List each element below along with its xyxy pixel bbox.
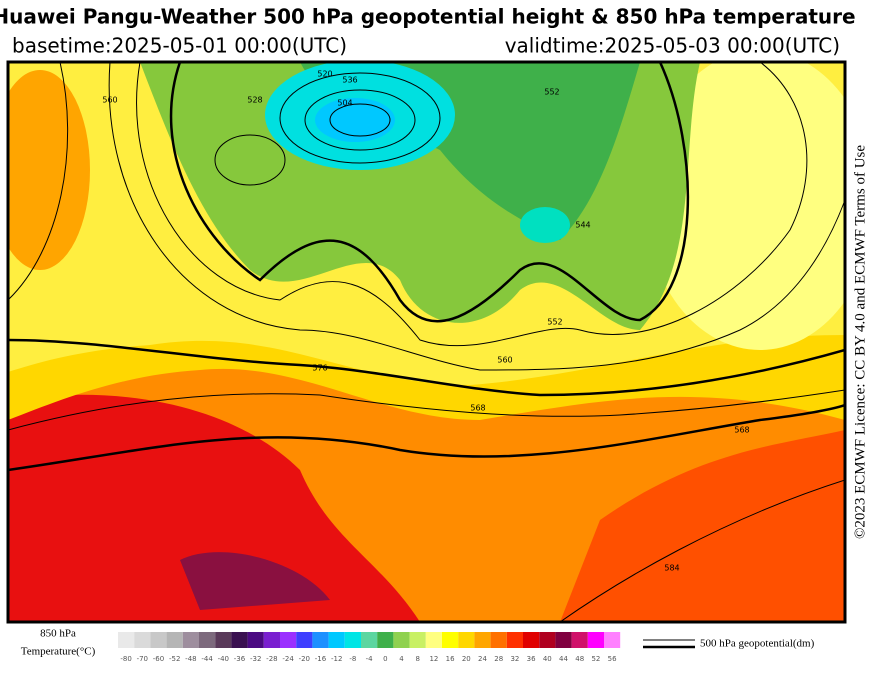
- colorbar-swatch: [134, 632, 151, 648]
- colorbar-label: 8: [415, 655, 419, 663]
- contour-label: 568: [470, 404, 485, 413]
- colorbar-label: 0: [383, 655, 387, 663]
- colorbar-label: -8: [349, 655, 356, 663]
- colorbar-swatch: [442, 632, 459, 648]
- colorbar-swatch: [490, 632, 507, 648]
- contour-labels: 576 568 560 552 544 536 528 520 504 560 552 568 584: [102, 70, 749, 573]
- licence: ©2023 ECMWF Licence: CC BY 4.0 and ECMWF…: [852, 145, 868, 539]
- colorbar-swatch: [555, 632, 572, 648]
- colorbar-swatch: [312, 632, 329, 648]
- colorbar-label: 48: [575, 655, 584, 663]
- colorbar-swatch: [571, 632, 588, 648]
- colorbar-label: 28: [494, 655, 503, 663]
- colorbar-label: 36: [527, 655, 536, 663]
- colorbar-swatch: [425, 632, 442, 648]
- contour-label: 560: [102, 96, 117, 105]
- colorbar-label: -44: [201, 655, 213, 663]
- title: Huawei Pangu-Weather 500 hPa geopotentia…: [0, 5, 856, 29]
- temp-field: [520, 207, 570, 243]
- contour-label: 584: [664, 564, 679, 573]
- colorbar-swatch: [263, 632, 280, 648]
- contour-label: 504: [337, 99, 352, 108]
- temp-field: [8, 394, 420, 622]
- basetime: basetime:2025-05-01 00:00(UTC): [12, 34, 347, 58]
- contour-label: 520: [317, 70, 332, 79]
- colorbar-label: 16: [446, 655, 455, 663]
- colorbar-swatch: [118, 632, 135, 648]
- colorbar-swatch: [280, 632, 297, 648]
- contour-label: 528: [247, 96, 262, 105]
- colorbar-swatch: [296, 632, 313, 648]
- temp-field: [8, 70, 90, 270]
- temp-field: [645, 62, 845, 350]
- colorbar-swatch: [361, 632, 378, 648]
- colorbar-label: -52: [169, 655, 180, 663]
- colorbar-swatch: [247, 632, 264, 648]
- colorbar-swatch: [215, 632, 232, 648]
- temp-legend-title: 850 hPa: [40, 628, 76, 640]
- colorbar-label: -70: [137, 655, 148, 663]
- colorbar-label: -40: [218, 655, 229, 663]
- colorbar-label: -60: [153, 655, 164, 663]
- colorbar-swatch: [328, 632, 345, 648]
- colorbar-swatch: [506, 632, 523, 648]
- colorbar-label: -12: [331, 655, 342, 663]
- validtime: validtime:2025-05-03 00:00(UTC): [505, 34, 840, 58]
- colorbar-swatch: [231, 632, 248, 648]
- contour-label: 536: [342, 76, 357, 85]
- colorbar-label: 12: [429, 655, 438, 663]
- contour-label: 552: [547, 318, 562, 327]
- colorbar-swatch: [377, 632, 394, 648]
- colorbar-label: -20: [299, 655, 310, 663]
- colorbar-swatch: [458, 632, 475, 648]
- colorbar-swatch: [587, 632, 604, 648]
- colorbar-label: 32: [510, 655, 519, 663]
- contours: [8, 62, 845, 622]
- contour-label: 544: [575, 221, 590, 230]
- colorbar-label: 20: [462, 655, 471, 663]
- contour-label: 560: [497, 356, 512, 365]
- contour-label: 552: [544, 88, 559, 97]
- colorbar-label: -36: [234, 655, 246, 663]
- map-frame: [6, 60, 847, 624]
- colorbar-label: 4: [399, 655, 404, 663]
- colorbar-label: -4: [366, 655, 374, 663]
- colorbar-label: 40: [543, 655, 552, 663]
- contour-legend-title: 500 hPa geopotential(dm): [700, 638, 815, 650]
- colorbar-label: -80: [120, 655, 131, 663]
- colorbar-swatch: [393, 632, 410, 648]
- colorbar-swatch: [604, 632, 621, 648]
- colorbar-label: -28: [266, 655, 277, 663]
- contour-label: 576: [312, 364, 327, 373]
- colorbar-label: 52: [591, 655, 600, 663]
- colorbar-label: 24: [478, 655, 487, 663]
- temp-field: [315, 98, 395, 142]
- colorbar-label: -48: [185, 655, 196, 663]
- colorbar-swatch: [344, 632, 361, 648]
- temp-field: [180, 552, 330, 610]
- colorbar-swatch: [150, 632, 167, 648]
- colorbar-swatch: [539, 632, 556, 648]
- colorbar-swatch: [166, 632, 183, 648]
- colorbar-swatch: [182, 632, 199, 648]
- colorbar-label: -32: [250, 655, 261, 663]
- colorbar-label: -16: [315, 655, 327, 663]
- contour-label: 568: [734, 426, 749, 435]
- temp-legend-title: Temperature(°C): [21, 646, 96, 658]
- colorbar-swatch: [409, 632, 426, 648]
- colorbar-label: 44: [559, 655, 568, 663]
- map: 576 568 560 552 544 536 528 520 504 560 552 568 584: [8, 62, 845, 622]
- temp-field: [560, 430, 845, 622]
- colorbar: -80 -70 -60 -52 -48 -44 -40 -36 -32 -28 -24 -20 -16-…: [118, 632, 621, 663]
- colorbar-swatch: [474, 632, 491, 648]
- colorbar-swatch: [199, 632, 216, 648]
- colorbar-swatch: [523, 632, 540, 648]
- colorbar-label: 56: [608, 655, 617, 663]
- colorbar-label: -24: [282, 655, 294, 663]
